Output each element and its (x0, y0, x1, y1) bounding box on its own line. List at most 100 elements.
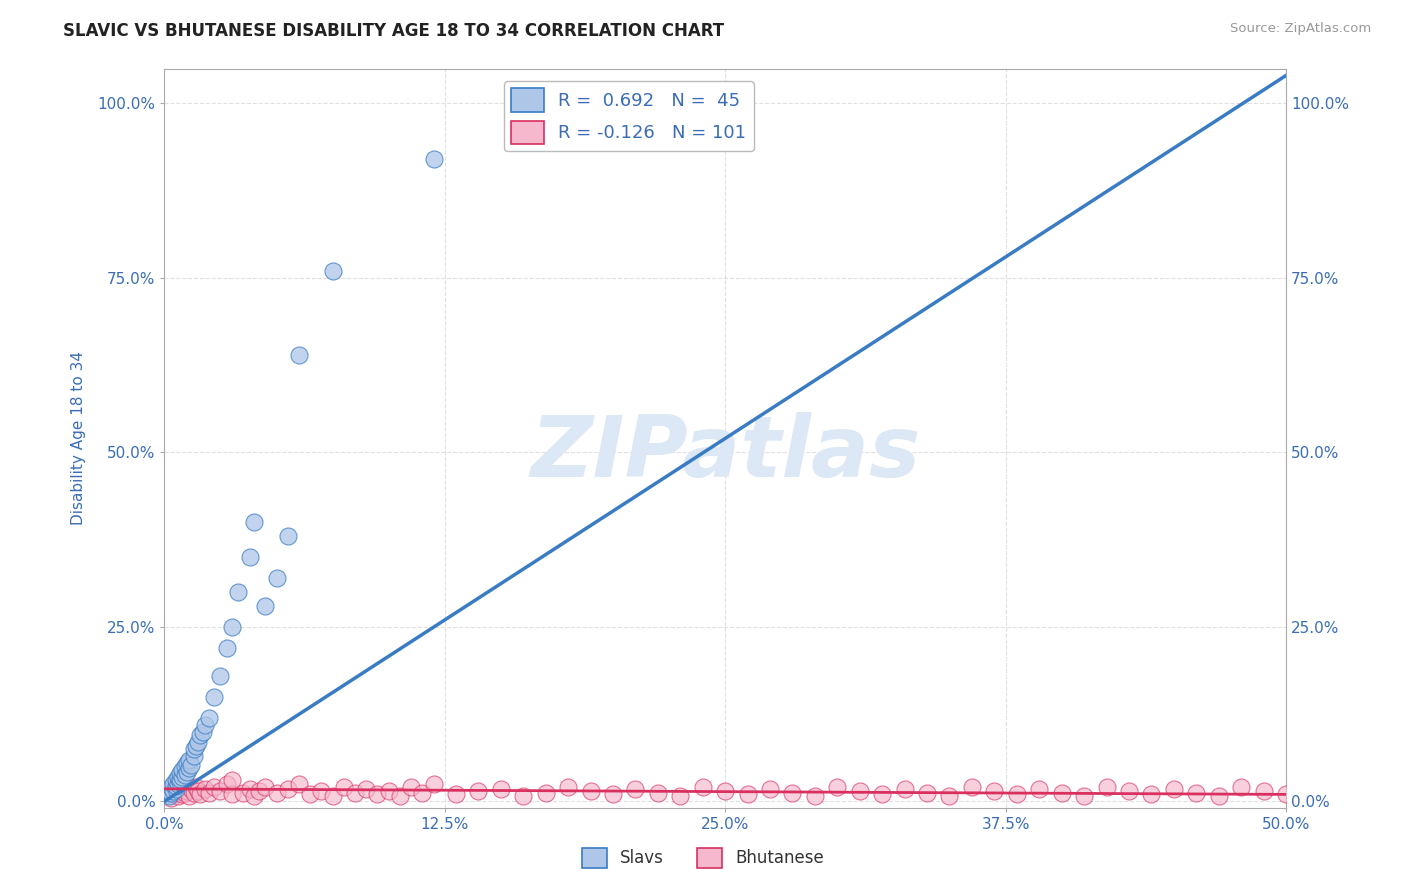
Point (1050, 786, 1073, 800)
Point (714, 784, 737, 798)
Point (1118, 784, 1140, 798)
Point (1320, 786, 1343, 800)
Point (1095, 780, 1118, 795)
Point (983, 784, 1005, 798)
Point (422, 153, 444, 167)
Point (172, 788, 194, 802)
Point (579, 784, 602, 798)
Point (188, 788, 211, 802)
Point (217, 640, 239, 655)
Point (333, 780, 356, 795)
Point (172, 763, 194, 777)
Point (160, 780, 183, 795)
Point (848, 784, 870, 798)
Point (1341, 789, 1364, 803)
Point (191, 724, 214, 739)
Text: Source: ZipAtlas.com: Source: ZipAtlas.com (1230, 22, 1371, 36)
Point (277, 529, 299, 543)
Point (737, 788, 759, 802)
Point (176, 784, 198, 798)
Point (165, 779, 187, 793)
Point (177, 789, 200, 803)
Point (180, 781, 202, 796)
Point (411, 786, 433, 800)
Point (169, 781, 191, 796)
Point (344, 786, 367, 800)
Point (266, 786, 288, 800)
Point (1185, 786, 1208, 800)
Point (377, 784, 399, 798)
Point (254, 599, 277, 613)
Point (782, 786, 804, 800)
Point (277, 781, 299, 796)
Point (288, 348, 311, 362)
Legend: R =  0.692   N =  45, R = -0.126   N = 101: R = 0.692 N = 45, R = -0.126 N = 101 (505, 81, 754, 151)
Point (915, 786, 938, 800)
Point (422, 777, 444, 791)
Point (221, 773, 243, 788)
Point (169, 766, 191, 780)
Point (173, 768, 195, 782)
Point (1386, 781, 1406, 796)
Point (184, 739, 207, 753)
Point (299, 788, 322, 802)
Point (228, 585, 250, 599)
Point (165, 786, 187, 800)
Point (183, 742, 205, 756)
Point (221, 788, 243, 802)
Point (489, 781, 512, 796)
Point (893, 781, 915, 796)
Point (183, 786, 205, 800)
Y-axis label: Disability Age 18 to 34: Disability Age 18 to 34 (72, 351, 86, 525)
Point (1253, 784, 1275, 798)
Point (534, 786, 557, 800)
Point (209, 784, 232, 798)
Point (165, 773, 187, 788)
Point (187, 784, 209, 798)
Point (176, 779, 198, 793)
Point (177, 752, 200, 766)
Point (166, 789, 188, 803)
Point (254, 780, 277, 795)
Text: ZIPatlas: ZIPatlas (530, 412, 921, 495)
Point (169, 775, 191, 789)
Point (960, 780, 983, 795)
Point (692, 780, 714, 795)
Point (202, 780, 225, 795)
Point (194, 717, 217, 731)
Point (177, 761, 200, 775)
Point (166, 770, 188, 784)
Point (202, 690, 225, 704)
Point (184, 780, 207, 795)
Point (160, 791, 183, 805)
Point (172, 770, 194, 784)
Point (1275, 788, 1298, 802)
Point (221, 620, 243, 634)
Point (194, 781, 217, 796)
Point (1005, 788, 1028, 802)
Point (1208, 789, 1230, 803)
Point (512, 789, 534, 803)
Point (156, 788, 179, 802)
Point (669, 789, 692, 803)
Point (467, 784, 489, 798)
Point (388, 789, 411, 803)
Point (180, 758, 202, 772)
Point (827, 780, 849, 795)
Point (938, 789, 960, 803)
Point (266, 571, 288, 585)
Point (183, 749, 205, 764)
Point (187, 735, 209, 749)
Point (1364, 784, 1386, 798)
Point (322, 789, 344, 803)
Point (165, 781, 187, 796)
Point (217, 777, 239, 791)
Point (356, 781, 378, 796)
Point (169, 772, 191, 786)
Point (1230, 780, 1253, 795)
Point (804, 789, 827, 803)
Point (243, 789, 266, 803)
Point (870, 788, 893, 802)
Point (1298, 781, 1320, 796)
Point (162, 788, 184, 802)
